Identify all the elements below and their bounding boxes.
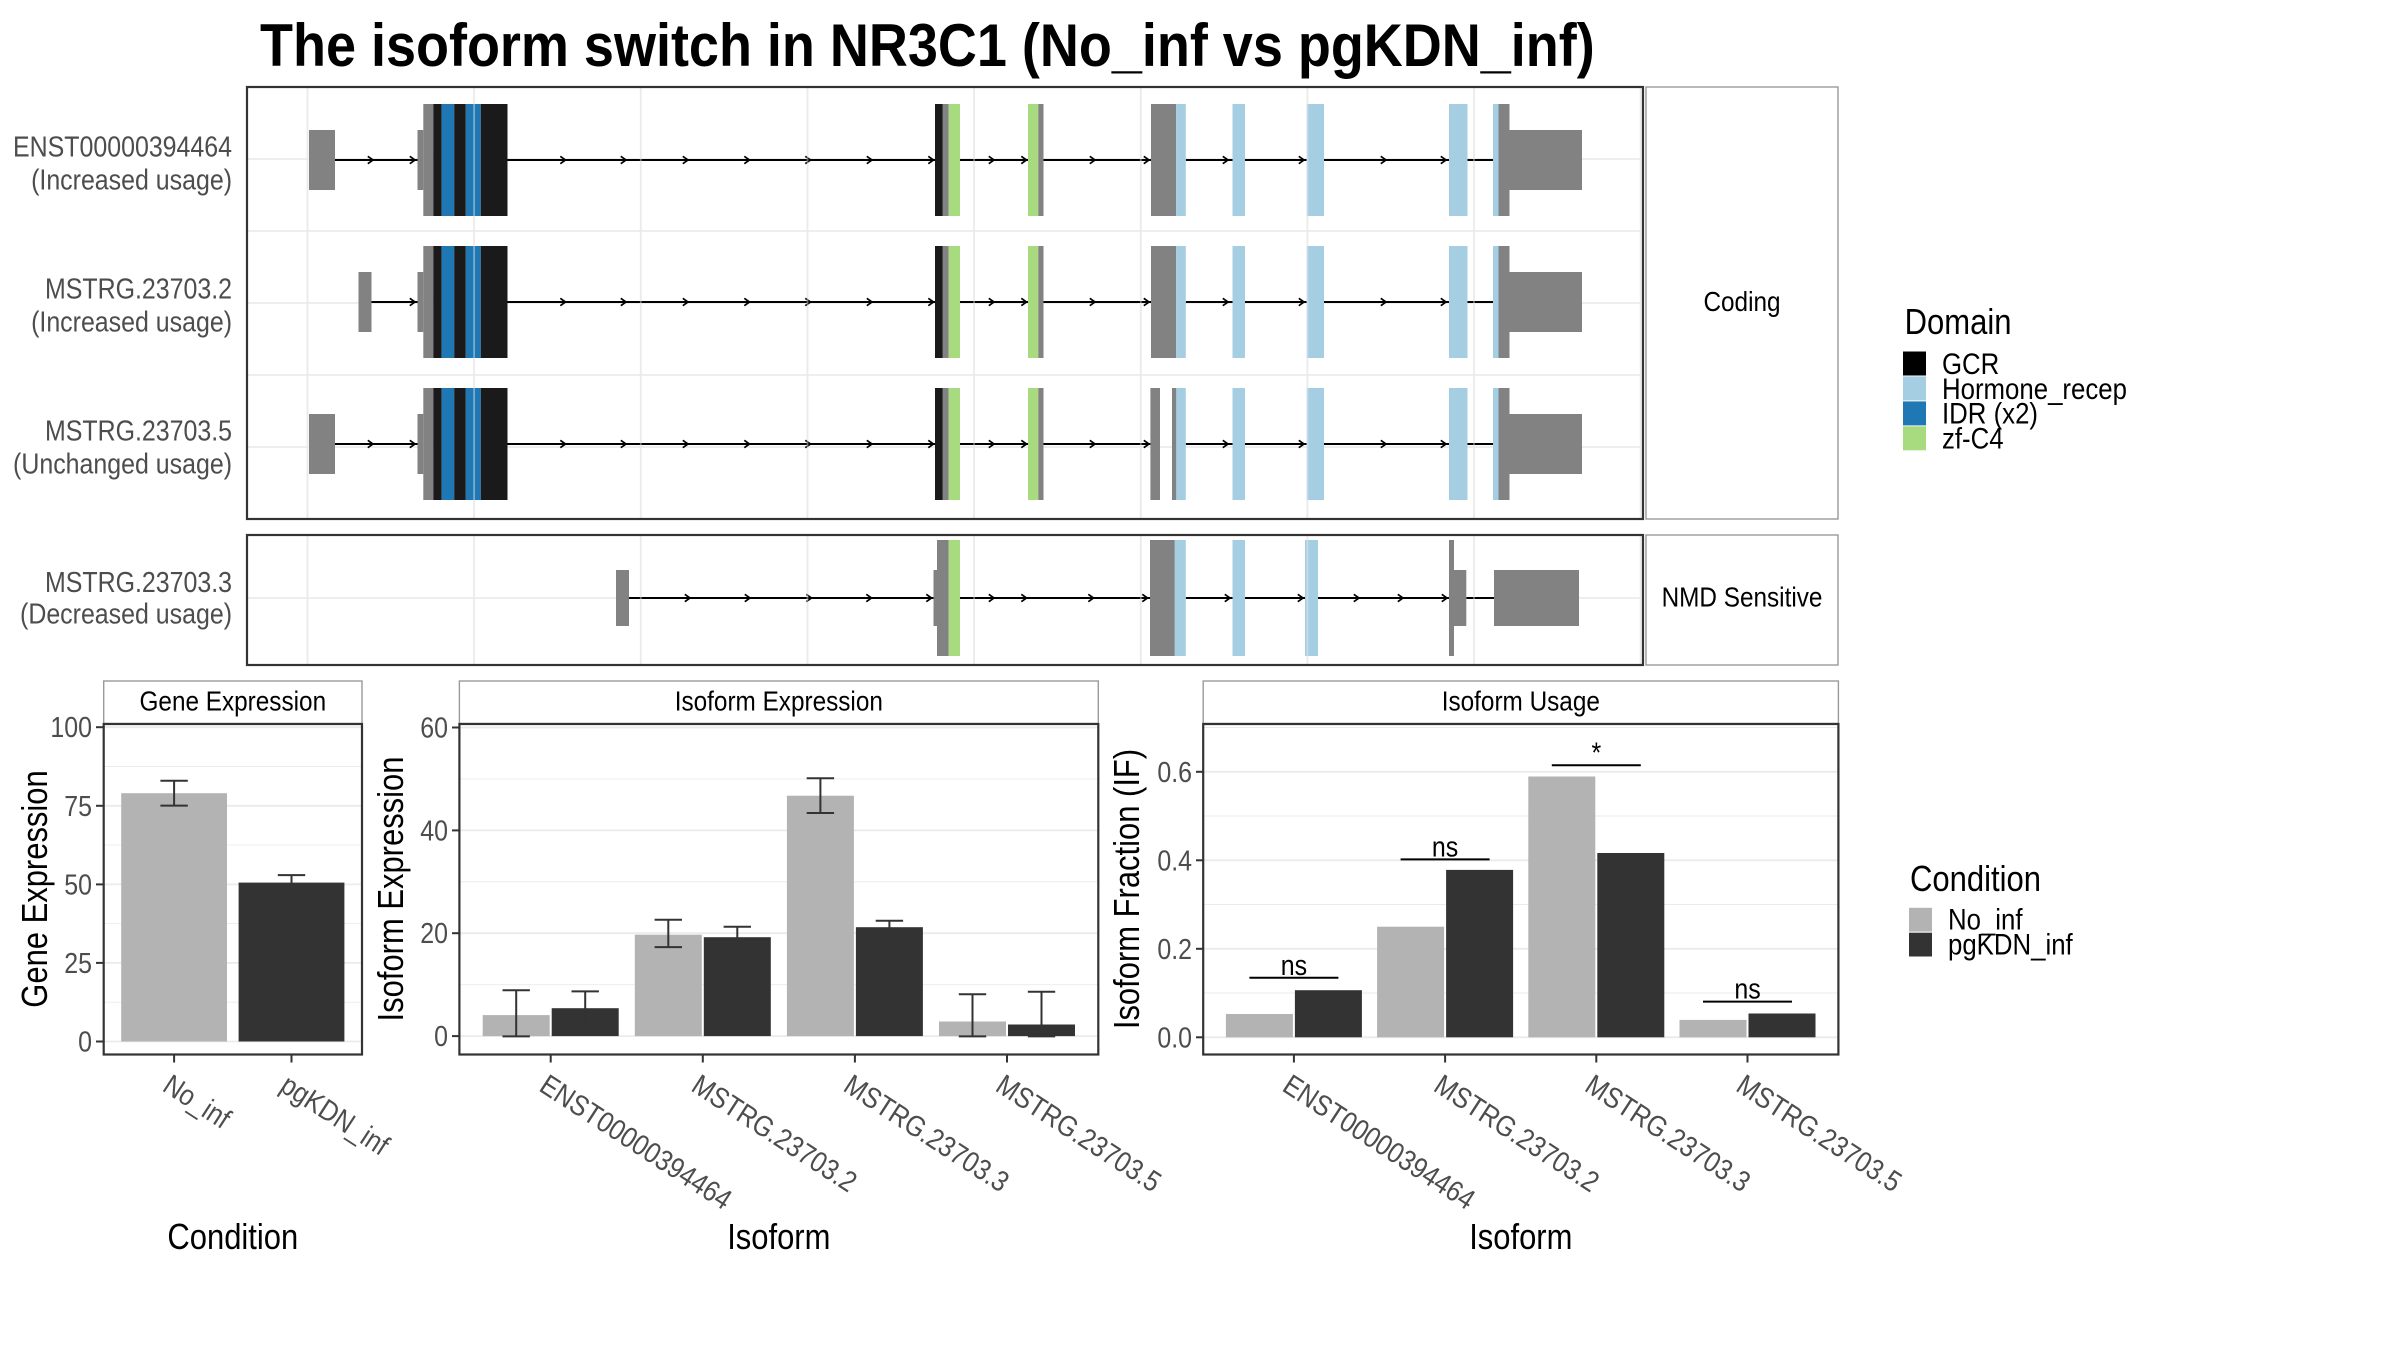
svg-text:Isoform: Isoform	[727, 1218, 830, 1258]
svg-text:100: 100	[50, 711, 92, 743]
svg-text:Isoform Expression: Isoform Expression	[372, 757, 412, 1022]
svg-text:No_inf: No_inf	[1948, 903, 2023, 936]
svg-text:NMD Sensitive: NMD Sensitive	[1662, 581, 1823, 613]
svg-text:25: 25	[64, 947, 92, 979]
svg-text:(Increased usage): (Increased usage)	[31, 164, 232, 196]
svg-text:0.2: 0.2	[1157, 933, 1192, 965]
svg-text:50: 50	[64, 869, 92, 901]
svg-text:GCR: GCR	[1942, 347, 1999, 380]
svg-text:20: 20	[420, 917, 448, 949]
svg-text:40: 40	[420, 815, 448, 847]
svg-text:MSTRG.23703.5: MSTRG.23703.5	[45, 415, 232, 447]
svg-text:Gene Expression: Gene Expression	[139, 685, 326, 717]
svg-text:Isoform Expression: Isoform Expression	[675, 685, 883, 717]
svg-text:Isoform: Isoform	[1469, 1218, 1572, 1258]
svg-text:MSTRG.23703.2: MSTRG.23703.2	[45, 273, 232, 305]
svg-text:60: 60	[420, 712, 448, 744]
svg-text:ns: ns	[1281, 949, 1307, 981]
svg-text:(Increased usage): (Increased usage)	[31, 306, 232, 338]
svg-text:(Unchanged usage): (Unchanged usage)	[13, 448, 232, 480]
svg-text:(Decreased usage): (Decreased usage)	[20, 598, 232, 630]
svg-text:Coding: Coding	[1703, 286, 1780, 318]
svg-text:zf-C4: zf-C4	[1942, 422, 2004, 455]
svg-text:The isoform switch in NR3C1 (N: The isoform switch in NR3C1 (No_inf vs p…	[260, 12, 1595, 79]
svg-text:MSTRG.23703.3: MSTRG.23703.3	[45, 566, 232, 598]
svg-text:0.4: 0.4	[1157, 845, 1192, 877]
svg-text:Domain: Domain	[1905, 302, 2012, 343]
svg-text:Condition: Condition	[1910, 859, 2041, 900]
svg-text:75: 75	[64, 790, 92, 822]
svg-text:0: 0	[78, 1026, 92, 1058]
svg-text:Isoform Fraction (IF): Isoform Fraction (IF)	[1108, 749, 1148, 1029]
svg-text:Condition: Condition	[167, 1218, 298, 1258]
svg-text:ns: ns	[1432, 831, 1458, 863]
svg-text:pgKDN_inf: pgKDN_inf	[1948, 928, 2073, 961]
svg-text:0: 0	[434, 1020, 448, 1052]
svg-text:Isoform Usage: Isoform Usage	[1442, 685, 1600, 717]
svg-text:ns: ns	[1734, 973, 1760, 1005]
svg-text:IDR (x2): IDR (x2)	[1942, 397, 2038, 430]
svg-text:0.6: 0.6	[1157, 756, 1192, 788]
svg-text:0.0: 0.0	[1157, 1022, 1192, 1054]
svg-text:*: *	[1591, 737, 1601, 769]
svg-text:Hormone_recep: Hormone_recep	[1942, 372, 2127, 405]
svg-text:ENST00000394464: ENST00000394464	[13, 131, 232, 163]
svg-text:Gene Expression: Gene Expression	[16, 770, 56, 1007]
